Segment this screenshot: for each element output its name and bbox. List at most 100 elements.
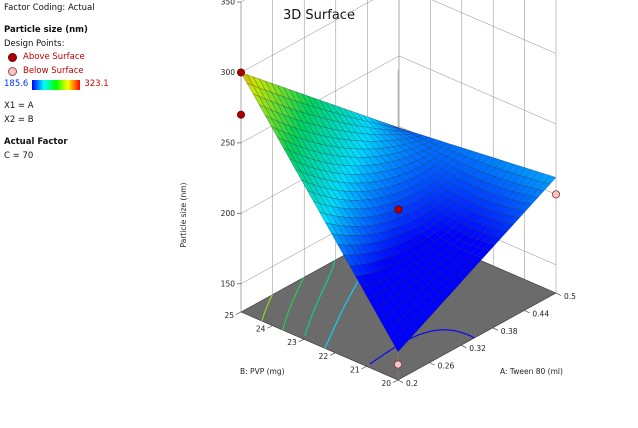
- floor-contour-segment: [298, 283, 302, 287]
- floor-contour-segment: [306, 325, 309, 330]
- z-tick-label: 150: [221, 279, 236, 288]
- chart-title: 3D Surface: [283, 8, 355, 23]
- floor-contour-segment: [354, 283, 357, 288]
- gridline-z: [240, 0, 246, 3]
- floor-contour-segment: [327, 338, 330, 342]
- floor-contour-segment: [321, 289, 324, 293]
- response-label: Particle size (nm): [4, 25, 88, 36]
- floor-contour-segment: [331, 266, 334, 270]
- floor-contour-segment: [373, 358, 378, 363]
- floor-contour-segment: [325, 344, 327, 347]
- floor-contour-segment: [305, 329, 308, 333]
- floor-contour-segment: [330, 269, 333, 274]
- floor-contour-segment: [390, 347, 395, 351]
- floor-contour-segment: [327, 276, 330, 280]
- floor-contour-segment: [282, 326, 285, 331]
- floor-contour-segment: [347, 296, 350, 300]
- y-tick-label: 20: [381, 379, 391, 388]
- x-axis-title: A: Tween 80 (ml): [500, 367, 563, 376]
- floor-contour-segment: [304, 332, 307, 335]
- floor-contour-segment: [262, 314, 265, 318]
- floor-contour-segment: [308, 320, 311, 323]
- floor-contour-segment: [289, 306, 292, 309]
- floor-contour-segment: [340, 309, 343, 313]
- floor-contour-segment: [333, 262, 335, 266]
- floor-contour-segment: [410, 336, 415, 340]
- z-tick-label: 300: [221, 68, 236, 77]
- floor-contour-segment: [313, 308, 316, 311]
- floor-contour-segment: [423, 330, 430, 334]
- floor-contour-segment: [446, 329, 453, 331]
- x-tick-mark: [461, 344, 467, 348]
- floor-contour-segment: [261, 317, 264, 320]
- floor-contour-segment: [287, 309, 290, 314]
- design-points-label: Design Points:: [4, 38, 65, 49]
- floor-contour-segment: [267, 300, 270, 305]
- floor-contour-segment: [318, 295, 321, 300]
- floor-contour-segment: [294, 292, 297, 297]
- z-tick-label: 250: [221, 138, 236, 147]
- floor-contour-segment: [387, 349, 392, 353]
- floor-contour-segment: [265, 307, 268, 311]
- y-tick-mark: [361, 366, 367, 370]
- floor-contour-segment: [263, 310, 266, 315]
- floor-contour-segment: [356, 280, 359, 284]
- x-tick-label: 0.26: [438, 362, 455, 371]
- x-tick-label: 0.38: [501, 327, 518, 336]
- floor-contour-segment: [297, 287, 300, 291]
- floor-contour-segment: [312, 310, 315, 313]
- y-tick-mark: [267, 325, 273, 329]
- floor-contour-segment: [454, 330, 459, 333]
- floor-contour-segment: [291, 299, 294, 304]
- floor-contour-segment: [333, 260, 336, 264]
- floor-contour-segment: [383, 351, 388, 355]
- y-tick-label: 25: [224, 311, 234, 320]
- y-tick-mark: [392, 379, 399, 383]
- y-tick-label: 24: [256, 325, 266, 334]
- colorbar: 185.6 323.1: [4, 78, 154, 91]
- floor-contour-segment: [325, 341, 329, 346]
- z-tick-label: 350: [221, 0, 236, 7]
- floor-contour-segment: [328, 274, 331, 277]
- floor-contour-segment: [311, 311, 314, 316]
- floor-contour-segment: [285, 317, 287, 320]
- floor-contour-segment: [316, 300, 319, 303]
- floor-contour-segment: [309, 318, 312, 321]
- floor-contour-segment: [285, 316, 288, 319]
- floor-contour-segment: [301, 277, 305, 281]
- floor-contour-segment: [457, 330, 463, 334]
- z-axis-title: Particle size (nm): [179, 182, 188, 247]
- floor-contour-segment: [462, 332, 468, 335]
- floor-contour-segment: [284, 319, 287, 323]
- floor-contour-segment: [324, 282, 327, 286]
- x-tick-label: 0.32: [469, 344, 486, 353]
- design-point-below: [393, 360, 402, 369]
- floor-contour-segment: [290, 303, 293, 307]
- floor-contour-segment: [328, 335, 331, 339]
- colorbar-max-label: 323.1: [84, 79, 109, 90]
- surface-patch: [391, 335, 405, 353]
- floor-contour-segment: [324, 346, 327, 349]
- floor-contour-segment: [295, 289, 299, 294]
- x-tick-mark: [555, 292, 562, 296]
- floor-contour-segment: [348, 293, 352, 298]
- floor-contour-segment: [270, 294, 273, 298]
- floor-contour-segment: [317, 298, 320, 301]
- floor-contour-segment: [337, 315, 341, 320]
- floor-contour-segment: [298, 286, 300, 289]
- floor-contour-segment: [307, 322, 310, 326]
- y-tick-label: 22: [319, 352, 329, 361]
- floor-contour-segment: [329, 272, 332, 275]
- x2-mapping-label: X2 = B: [4, 114, 34, 125]
- x-tick-mark: [429, 362, 435, 366]
- colorbar-gradient: [32, 79, 81, 90]
- x-tick-mark: [524, 310, 530, 314]
- floor-contour-segment: [292, 298, 295, 300]
- floor-contour-segment: [310, 315, 313, 320]
- below-surface-marker-icon: [8, 66, 17, 76]
- floor-contour-segment: [320, 292, 323, 296]
- y-axis-title: B: PVP (mg): [240, 367, 285, 376]
- legend-above-surface: Above Surface: [4, 51, 154, 64]
- floor-contour-segment: [333, 325, 336, 330]
- actual-factor-value: C = 70: [4, 150, 34, 161]
